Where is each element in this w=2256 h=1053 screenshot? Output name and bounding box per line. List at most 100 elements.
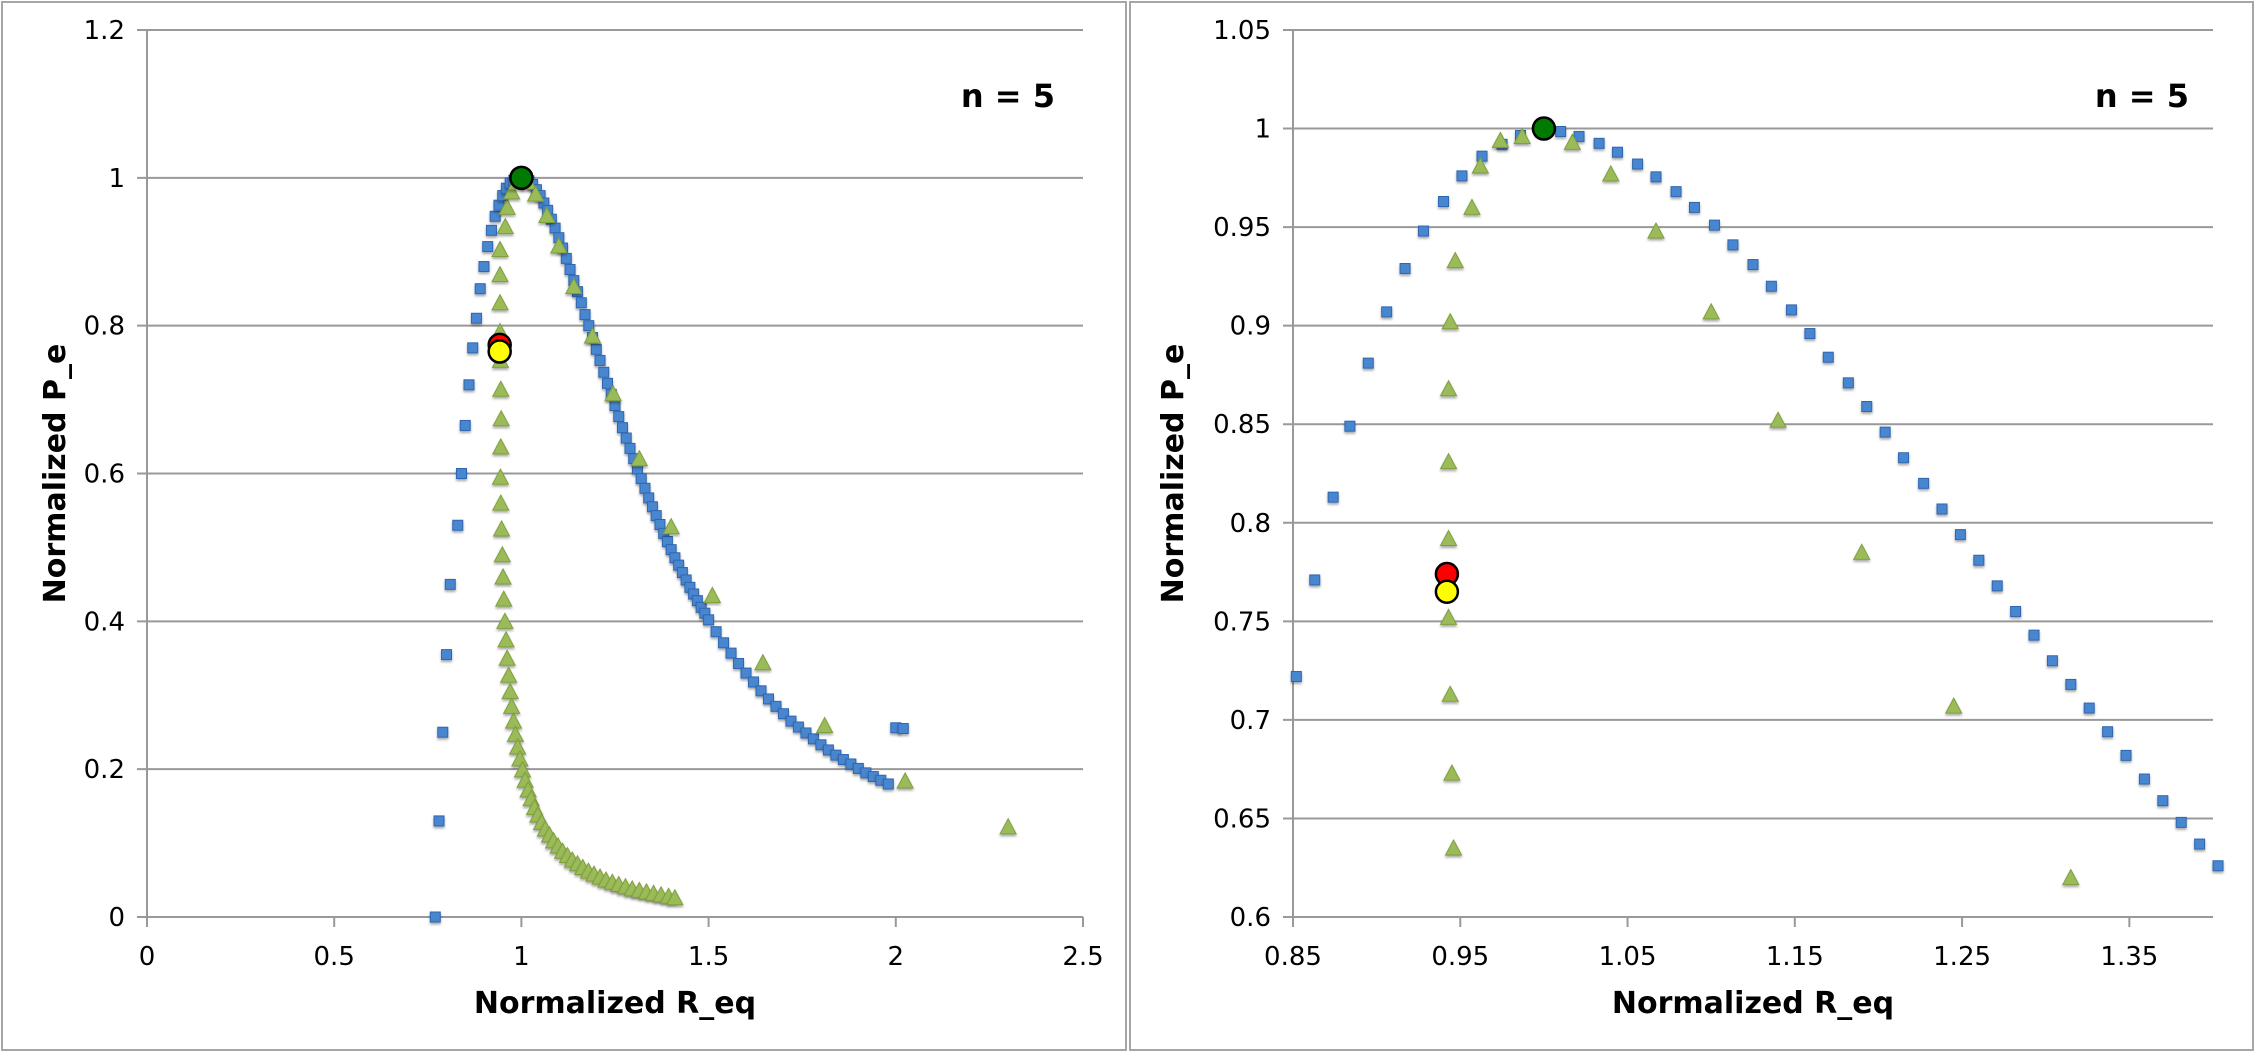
blue-square-point: [785, 715, 797, 727]
blue-square-point: [560, 252, 572, 264]
green-triangle-point: [550, 236, 568, 254]
blue-square-point: [1593, 137, 1605, 149]
green-triangle-point: [1441, 685, 1460, 702]
y-axis-title: Normalized P_e: [1156, 344, 1191, 604]
y-tick-label: 0: [108, 903, 125, 933]
blue-square-point: [1476, 150, 1488, 162]
y-tick-label: 0.4: [84, 607, 125, 637]
blue-square-point: [470, 312, 482, 324]
blue-square-point: [703, 614, 715, 626]
y-tick-label: 0.65: [1213, 804, 1271, 834]
blue-square-point: [882, 778, 894, 790]
green-triangle-point: [499, 666, 518, 683]
green-triangle-point: [491, 293, 509, 311]
blue-square-point: [564, 263, 576, 275]
green-circle-point: [1531, 116, 1557, 141]
green-triangle-point: [496, 612, 514, 629]
yellow-circle-point: [487, 339, 512, 364]
blue-square-point: [489, 210, 501, 222]
blue-square-point: [1309, 574, 1321, 586]
blue-square-point: [444, 578, 456, 590]
y-axis-title: Normalized P_e: [38, 344, 73, 604]
blue-square-point: [2157, 795, 2169, 807]
green-triangle-point: [502, 697, 521, 714]
blue-square-point: [1555, 126, 1567, 138]
blue-square-point: [1954, 529, 1966, 541]
blue-square-point: [590, 343, 602, 355]
blue-square-point: [616, 422, 628, 434]
blue-square-point: [710, 626, 722, 638]
blue-square-point: [598, 366, 610, 378]
green-triangle-point: [1439, 452, 1458, 470]
green-triangle-point: [630, 449, 649, 467]
blue-square-point: [800, 727, 812, 739]
y-tick-label: 0.85: [1213, 410, 1271, 440]
blue-square-point: [613, 411, 625, 423]
blue-square-point: [1612, 146, 1624, 158]
blue-square-point: [1632, 158, 1644, 170]
y-tick-label: 1: [1254, 115, 1271, 145]
green-triangle-point: [506, 725, 525, 742]
x-tick-label: 2.5: [1062, 942, 1103, 972]
green-triangle-point: [492, 519, 511, 537]
green-triangle-point: [1439, 608, 1458, 625]
blue-square-point: [1344, 420, 1356, 432]
green-triangle-point: [492, 409, 511, 427]
blue-square-point: [2065, 678, 2077, 690]
y-tick-label: 0.95: [1213, 213, 1271, 243]
blue-square-point: [594, 354, 606, 366]
blue-square-point: [897, 723, 909, 735]
blue-square-point: [2194, 838, 2206, 850]
blue-square-point: [583, 320, 595, 332]
blue-square-point: [433, 815, 445, 827]
blue-square-point: [1991, 580, 2003, 592]
blue-square-point: [1362, 357, 1374, 369]
green-triangle-point: [662, 517, 680, 535]
blue-square-point: [1417, 225, 1429, 237]
x-tick-label: 0.95: [1431, 942, 1489, 972]
green-triangle-point: [497, 630, 515, 648]
x-tick-label: 2: [888, 942, 905, 972]
blue-square-point: [478, 261, 490, 273]
blue-square-point: [1650, 171, 1662, 183]
green-triangle-point: [538, 206, 556, 224]
blue-square-point: [1765, 280, 1777, 292]
green-triangle-point: [1444, 838, 1463, 856]
blue-square-point: [1381, 306, 1393, 318]
blue-square-point: [763, 693, 775, 705]
green-triangle-point: [703, 586, 722, 603]
blue-square-point: [1573, 130, 1585, 142]
green-triangle-point: [493, 545, 512, 563]
blue-square-point: [1898, 452, 1910, 464]
y-tick-label: 1.05: [1213, 16, 1271, 46]
blue-square-point: [1804, 328, 1816, 340]
green-triangle-point: [896, 771, 914, 789]
green-triangle-point: [491, 468, 510, 485]
y-tick-label: 0.6: [1230, 903, 1271, 933]
blue-square-point: [2102, 726, 2114, 738]
blue-square-point: [2138, 773, 2150, 785]
blue-square-point: [624, 442, 636, 454]
green-triangle-point: [1471, 156, 1490, 174]
blue-square-point: [620, 432, 632, 444]
green-triangle-point: [1647, 221, 1665, 239]
green-triangle-point: [491, 437, 510, 455]
blue-square-point: [485, 224, 497, 236]
green-triangle-point: [501, 682, 520, 700]
green-triangle-point: [754, 653, 772, 671]
green-triangle-point: [491, 494, 510, 511]
green-triangle-point: [494, 590, 513, 607]
x-tick-label: 1.05: [1599, 942, 1657, 972]
y-tick-label: 0.8: [1230, 509, 1271, 539]
x-tick-label: 1.15: [1766, 942, 1824, 972]
green-triangle-point: [666, 888, 684, 906]
blue-square-point: [792, 721, 804, 733]
yellow-circle-point: [1434, 579, 1460, 605]
left-chart-panel: 0 0.2 0.4 0.6 0.8 1 1.2 0 0.5 1 1.5 2 2.5 Normalized …: [1, 1, 1127, 1051]
blue-square-point: [549, 222, 561, 234]
blue-square-point: [474, 283, 486, 295]
green-triangle-point: [999, 817, 1017, 835]
blue-square-point: [718, 637, 730, 649]
green-triangle-point: [504, 712, 523, 729]
green-triangle-point: [526, 185, 545, 202]
